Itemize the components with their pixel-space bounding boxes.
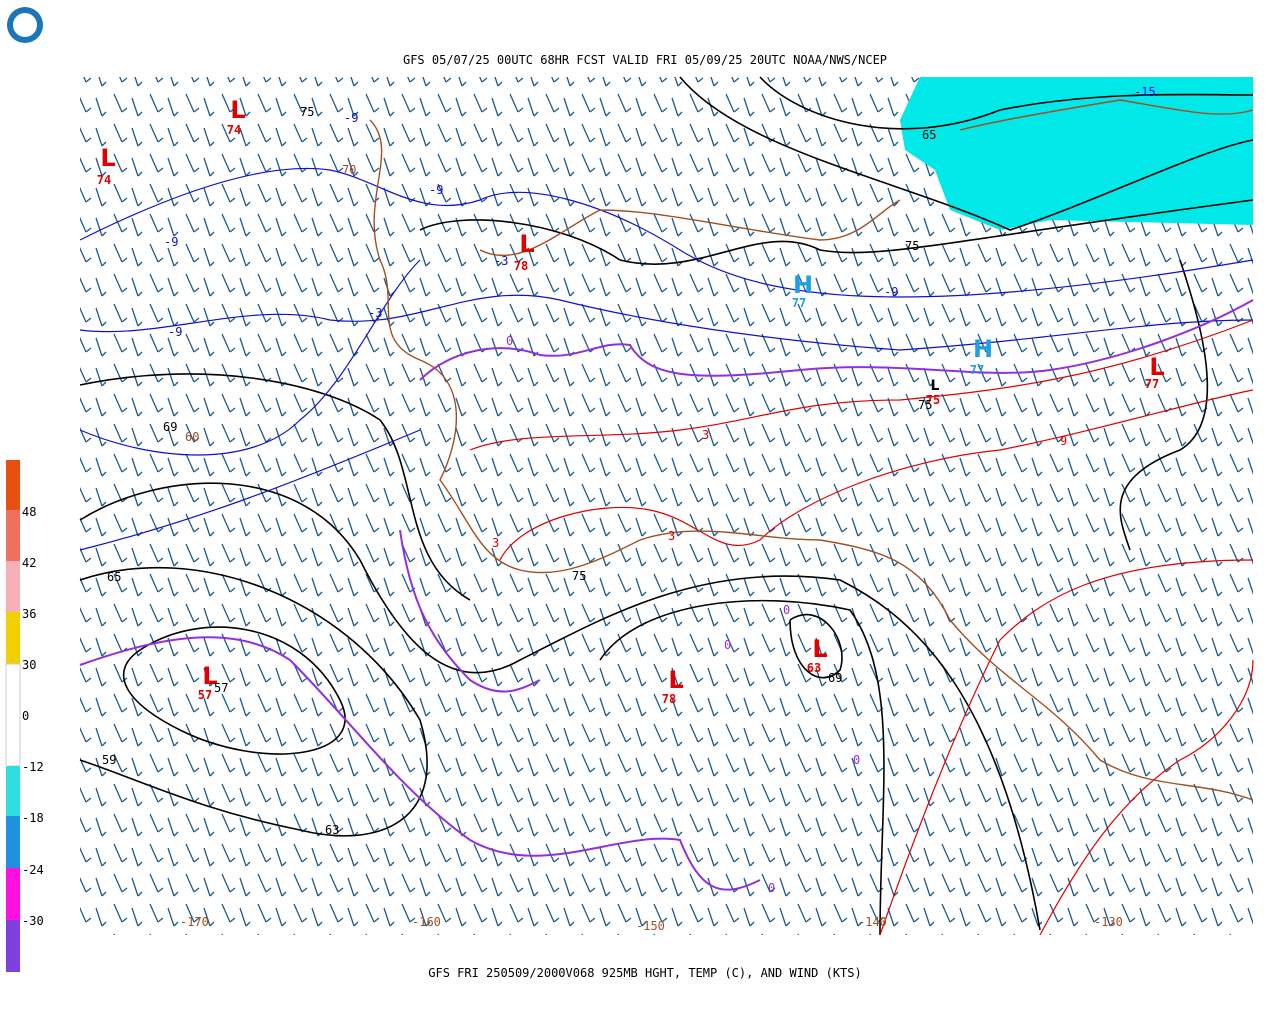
height-labels: 75 65 75 69 75 65 57 69 63 59 75 xyxy=(102,105,936,837)
temp-label: -9 xyxy=(164,235,178,249)
longitude-label: -130 xyxy=(1094,915,1123,929)
height-label: 75 xyxy=(572,569,586,583)
height-label: 59 xyxy=(102,753,116,767)
center-value: 77 xyxy=(1145,377,1159,391)
colorbar-segment xyxy=(5,663,21,767)
colorbar-label: -24 xyxy=(22,863,44,877)
temp-label: -9 xyxy=(429,183,443,197)
height-label: 57 xyxy=(214,681,228,695)
temp-label: 70 xyxy=(342,163,356,177)
noaa-logo-inner xyxy=(13,13,37,37)
center-letter: L xyxy=(931,378,940,394)
temp-label: 3 xyxy=(702,428,709,442)
longitude-label: -170 xyxy=(180,915,209,929)
colorbar-label: 36 xyxy=(22,607,36,621)
center-letter: L xyxy=(668,666,683,694)
center-value: 74 xyxy=(227,123,241,137)
height-label: 75 xyxy=(918,398,932,412)
center-value: 78 xyxy=(662,692,676,706)
height-label: 69 xyxy=(163,420,177,434)
map: L74 L74 L78 H77 H77 L77 L75 L63 L78 L57 … xyxy=(79,76,1254,936)
longitude-label: -160 xyxy=(412,915,441,929)
height-label: 75 xyxy=(300,105,314,119)
colorbar-label: -12 xyxy=(22,760,44,774)
center-letter: L xyxy=(812,635,827,663)
center-value: 75 xyxy=(926,393,940,407)
colorbar-segment xyxy=(6,868,20,920)
center-value: 63 xyxy=(807,661,821,675)
temp-label: -15 xyxy=(1134,85,1156,99)
temp-label: -3 xyxy=(368,306,382,320)
colorbar-label: -30 xyxy=(22,914,44,928)
height-label: 69 xyxy=(828,671,842,685)
center-letter: H xyxy=(793,271,813,299)
coastline xyxy=(369,99,1254,801)
colorbar-segment xyxy=(6,561,20,612)
warm-isotherms xyxy=(469,319,1254,936)
height-label: 75 xyxy=(905,239,919,253)
height-label: 65 xyxy=(107,570,121,584)
colorbar-segment xyxy=(6,920,20,972)
pressure-centers: L74 L74 L78 H77 H77 L77 L75 L63 L78 L57 xyxy=(97,96,1165,706)
center-letter: L xyxy=(230,96,245,124)
longitude-label: -140 xyxy=(858,915,887,929)
temp-label: -3 xyxy=(494,254,508,268)
colorbar-segment xyxy=(6,510,20,561)
temp-label: 0 xyxy=(506,334,513,348)
colorbar-segment xyxy=(6,460,20,510)
temp-label: -9 xyxy=(344,111,358,125)
longitude-labels: -170 -160 -150 -140 -130 xyxy=(180,915,1123,933)
height-label: 65 xyxy=(922,128,936,142)
temp-label: 0 xyxy=(853,753,860,767)
center-letter: L xyxy=(202,662,217,690)
colorbar-label: 48 xyxy=(22,505,36,519)
center-value: 74 xyxy=(97,173,111,187)
center-value: 78 xyxy=(514,259,528,273)
center-letter: H xyxy=(973,335,993,363)
colorbar-segment xyxy=(6,816,20,868)
title: GFS 05/07/25 00UTC 68HR FCST VALID FRI 0… xyxy=(403,53,887,67)
colorbar-segment xyxy=(6,766,20,816)
colorbar-label: 30 xyxy=(22,658,36,672)
height-contours xyxy=(79,76,1254,936)
colorbar: 48 42 36 30 0 -12 -18 -24 -30 xyxy=(5,460,44,972)
zero-isotherm xyxy=(79,299,1254,891)
temp-labels: -9 -9 -9 -3 -3 -9 -9 -15 3 3 3 9 0 0 0 0… xyxy=(164,85,1156,895)
colorbar-label: -18 xyxy=(22,811,44,825)
temp-label: 0 xyxy=(783,603,790,617)
colorbar-label: 0 xyxy=(22,709,29,723)
center-letter: L xyxy=(100,144,115,172)
colorbar-segment xyxy=(6,612,20,664)
temp-label: 0 xyxy=(768,881,775,895)
temp-label: 9 xyxy=(1060,434,1067,448)
temp-label: 0 xyxy=(724,638,731,652)
temp-label: 3 xyxy=(492,536,499,550)
center-value: 77 xyxy=(970,363,984,377)
temp-label: 60 xyxy=(185,430,199,444)
center-value: 77 xyxy=(792,296,806,310)
cold-isotherms xyxy=(79,167,1254,551)
colorbar-label: 42 xyxy=(22,556,36,570)
center-letter: L xyxy=(1149,353,1164,381)
temp-label: -9 xyxy=(884,285,898,299)
temp-label: -9 xyxy=(168,325,182,339)
caption: GFS FRI 250509/2000V068 925MB HGHT, TEMP… xyxy=(428,966,861,980)
height-label: 63 xyxy=(325,823,339,837)
center-value: 57 xyxy=(198,688,212,702)
center-letter: L xyxy=(519,230,534,258)
longitude-label: -150 xyxy=(636,919,665,933)
temp-label: 3 xyxy=(668,529,675,543)
